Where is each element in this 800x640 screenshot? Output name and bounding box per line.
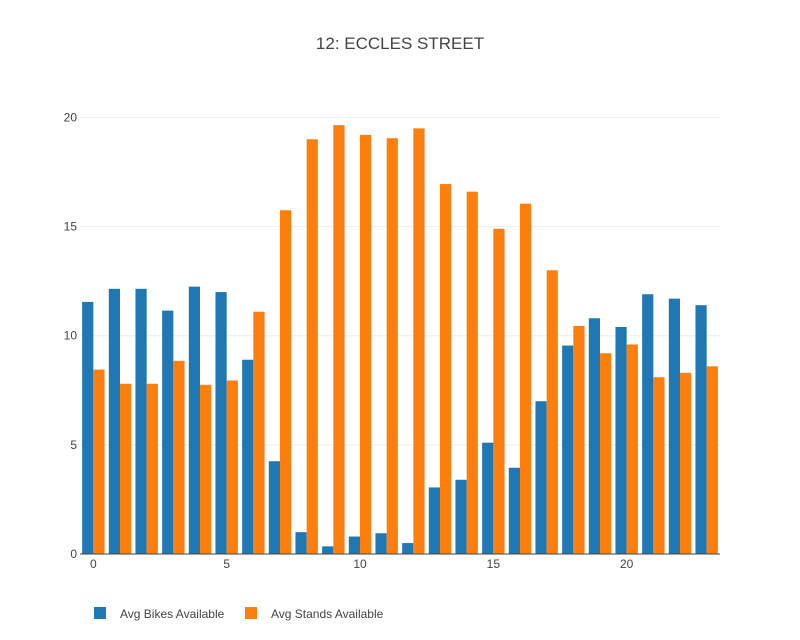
bar-stands[interactable] [360, 134, 372, 554]
bar-stands[interactable] [706, 366, 718, 554]
bar-bikes[interactable] [482, 442, 494, 554]
bar-stands[interactable] [493, 228, 505, 554]
bar-stands[interactable] [573, 325, 585, 554]
bar-stands[interactable] [120, 383, 132, 554]
legend-item[interactable]: Avg Stands Available [245, 607, 384, 621]
bar-bikes[interactable] [162, 310, 174, 554]
bar-stands[interactable] [306, 139, 318, 555]
bar-bikes[interactable] [455, 479, 467, 554]
bar-bikes[interactable] [402, 543, 414, 554]
bar-stands[interactable] [280, 210, 292, 555]
axes: 0 5 10 15 20 0 5 10 15 20 [64, 110, 720, 571]
x-tick-label: 15 [487, 557, 501, 571]
bar-stands[interactable] [600, 353, 612, 554]
bar-stands[interactable] [386, 138, 398, 554]
bar-bikes[interactable] [108, 288, 120, 554]
bar-bikes[interactable] [322, 546, 334, 554]
y-tick-label: 10 [64, 329, 78, 343]
bar-bikes[interactable] [268, 461, 280, 554]
bar-bikes[interactable] [82, 301, 94, 554]
chart-title: 12: ECCLES STREET [316, 34, 484, 53]
legend-item[interactable]: Avg Bikes Available [94, 607, 225, 621]
bar-stands[interactable] [333, 125, 345, 555]
bar-bikes[interactable] [562, 345, 574, 554]
bar-stands[interactable] [253, 311, 265, 554]
bar-bikes[interactable] [428, 487, 440, 554]
bar-bikes[interactable] [642, 294, 654, 554]
legend-swatch [245, 607, 257, 619]
bar-stands[interactable] [546, 270, 558, 554]
x-tick-label: 0 [90, 557, 97, 571]
bar-stands[interactable] [626, 344, 638, 554]
legend[interactable]: Avg Bikes Available Avg Stands Available [94, 607, 384, 621]
x-tick-label: 10 [353, 557, 367, 571]
bars [82, 125, 718, 555]
x-tick-label: 20 [620, 557, 634, 571]
legend-label: Avg Stands Available [271, 607, 384, 621]
bar-bikes[interactable] [695, 305, 707, 554]
bar-bikes[interactable] [215, 292, 227, 554]
bar-stands[interactable] [413, 128, 425, 554]
y-tick-label: 15 [64, 220, 78, 234]
bar-stands[interactable] [680, 372, 692, 554]
bar-bikes[interactable] [295, 532, 307, 554]
bar-bikes[interactable] [375, 533, 387, 554]
bar-bikes[interactable] [348, 536, 360, 554]
bar-stands[interactable] [653, 377, 665, 554]
bar-stands[interactable] [173, 360, 185, 554]
y-tick-label: 0 [70, 547, 77, 561]
bar-bikes[interactable] [135, 288, 147, 554]
bar-bikes[interactable] [242, 359, 254, 554]
legend-label: Avg Bikes Available [120, 607, 225, 621]
y-tick-label: 20 [64, 110, 78, 124]
bar-stands[interactable] [226, 380, 238, 554]
legend-swatch [94, 607, 106, 619]
bar-stands[interactable] [520, 203, 532, 554]
x-tick-label: 5 [223, 557, 230, 571]
bar-stands[interactable] [200, 384, 212, 554]
bar-bikes[interactable] [588, 318, 600, 554]
y-tick-label: 5 [70, 438, 77, 452]
bar-bikes[interactable] [615, 327, 627, 554]
bar-bikes[interactable] [508, 467, 520, 554]
gridlines [80, 116, 720, 446]
bar-bikes[interactable] [668, 298, 680, 554]
bar-bikes[interactable] [535, 401, 547, 554]
bar-stands[interactable] [146, 383, 158, 554]
bar-stands[interactable] [93, 369, 105, 554]
bar-stands[interactable] [440, 184, 452, 554]
bar-stands[interactable] [466, 191, 478, 554]
bar-bikes[interactable] [188, 286, 200, 554]
